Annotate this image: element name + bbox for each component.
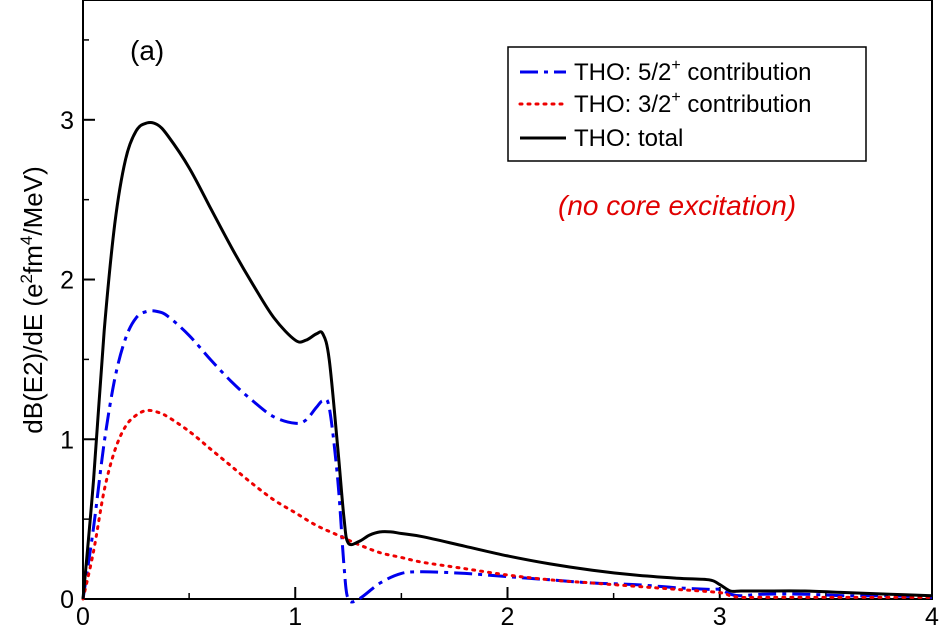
annotation-text: (no core excitation) xyxy=(558,190,796,221)
x-tick-label: 1 xyxy=(288,603,302,631)
legend-box xyxy=(507,46,867,162)
series-line-s52 xyxy=(81,309,933,604)
legend: THO: 5/2+ contribution THO: 3/2+ contrib… xyxy=(507,46,867,162)
series-group xyxy=(81,120,934,604)
legend-label-s32: THO: 3/2+ contribution xyxy=(574,89,811,118)
y-axis-title-sup1: 2 xyxy=(17,274,36,283)
legend-label-s52: THO: 5/2+ contribution xyxy=(574,57,811,86)
legend-label-total: THO: total xyxy=(574,125,683,152)
panel-label: (a) xyxy=(130,35,164,66)
series-line-total xyxy=(81,120,933,600)
y-tick-label: 0 xyxy=(60,586,74,614)
series-line-s32 xyxy=(81,408,934,601)
y-tick-label: 1 xyxy=(60,426,74,454)
x-tick-label: 2 xyxy=(501,603,515,631)
y-axis-title-mid: fm xyxy=(18,245,48,274)
x-tick-label: 3 xyxy=(713,603,727,631)
x-tick-label: 0 xyxy=(76,603,90,631)
axis-tick-labels: 0 1 2 3 4 0 1 2 3 xyxy=(60,107,939,631)
y-axis-title-suffix: /MeV) xyxy=(18,166,48,235)
y-tick-label: 2 xyxy=(60,267,74,295)
y-tick-label: 3 xyxy=(60,107,74,135)
y-axis-title: dB(E2)/dE (e2fm4/MeV) xyxy=(17,166,48,433)
y-axis-title-sup2: 4 xyxy=(17,236,36,245)
x-tick-label: 4 xyxy=(925,603,939,631)
